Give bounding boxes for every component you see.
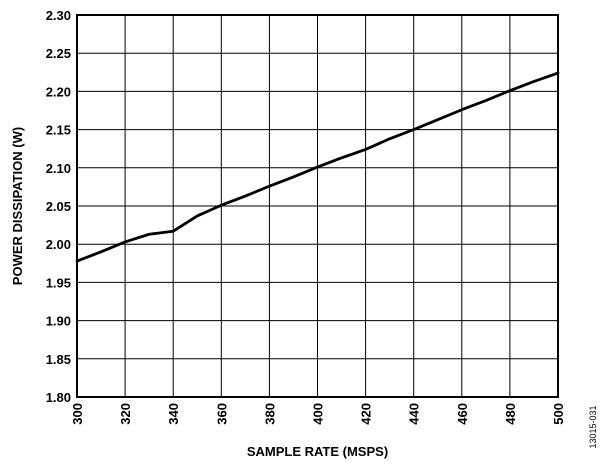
x-tick-label: 480 <box>503 403 518 425</box>
x-tick-label: 400 <box>311 403 326 425</box>
series-line <box>75 71 560 263</box>
y-tick-label: 1.90 <box>46 314 71 329</box>
y-tick-label: 2.10 <box>46 161 71 176</box>
y-axis-label: POWER DISSIPATION (W) <box>10 127 25 285</box>
plot-frame <box>76 14 559 398</box>
series-layer <box>75 71 560 263</box>
x-tick-label: 380 <box>262 403 277 425</box>
x-tick-label: 460 <box>455 403 470 425</box>
figure-id: 13015-031 <box>588 405 598 448</box>
x-tick-label: 320 <box>118 403 133 425</box>
x-tick-label: 440 <box>407 403 422 425</box>
y-tick-label: 2.25 <box>46 46 71 61</box>
x-tick-label: 500 <box>551 403 566 425</box>
x-tick-label: 420 <box>359 403 374 425</box>
x-tick-labels: 300 320 340 360 380 400 420 440 460 480 500 <box>70 403 566 425</box>
x-tick-label: 360 <box>214 403 229 425</box>
y-tick-label: 1.80 <box>46 390 71 405</box>
grid <box>76 14 559 398</box>
x-tick-label: 340 <box>166 403 181 425</box>
x-axis-label: SAMPLE RATE (MSPS) <box>247 444 388 459</box>
y-tick-label: 2.05 <box>46 199 71 214</box>
y-tick-label: 2.15 <box>46 123 71 138</box>
y-tick-label: 2.00 <box>46 237 71 252</box>
y-tick-label: 1.95 <box>46 275 71 290</box>
y-tick-labels: 1.80 1.85 1.90 1.95 2.00 2.05 2.10 2.15 2.20 2.25… <box>46 8 71 405</box>
y-tick-label: 1.85 <box>46 352 71 367</box>
x-tick-label: 300 <box>70 403 85 425</box>
y-tick-label: 2.30 <box>46 8 71 23</box>
y-tick-label: 2.20 <box>46 84 71 99</box>
